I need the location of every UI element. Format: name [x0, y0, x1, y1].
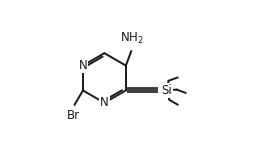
Text: Si: Si: [162, 84, 172, 97]
Text: N: N: [78, 59, 87, 72]
Text: Br: Br: [67, 109, 80, 122]
Text: N: N: [100, 96, 109, 109]
Text: NH$_2$: NH$_2$: [120, 31, 144, 46]
